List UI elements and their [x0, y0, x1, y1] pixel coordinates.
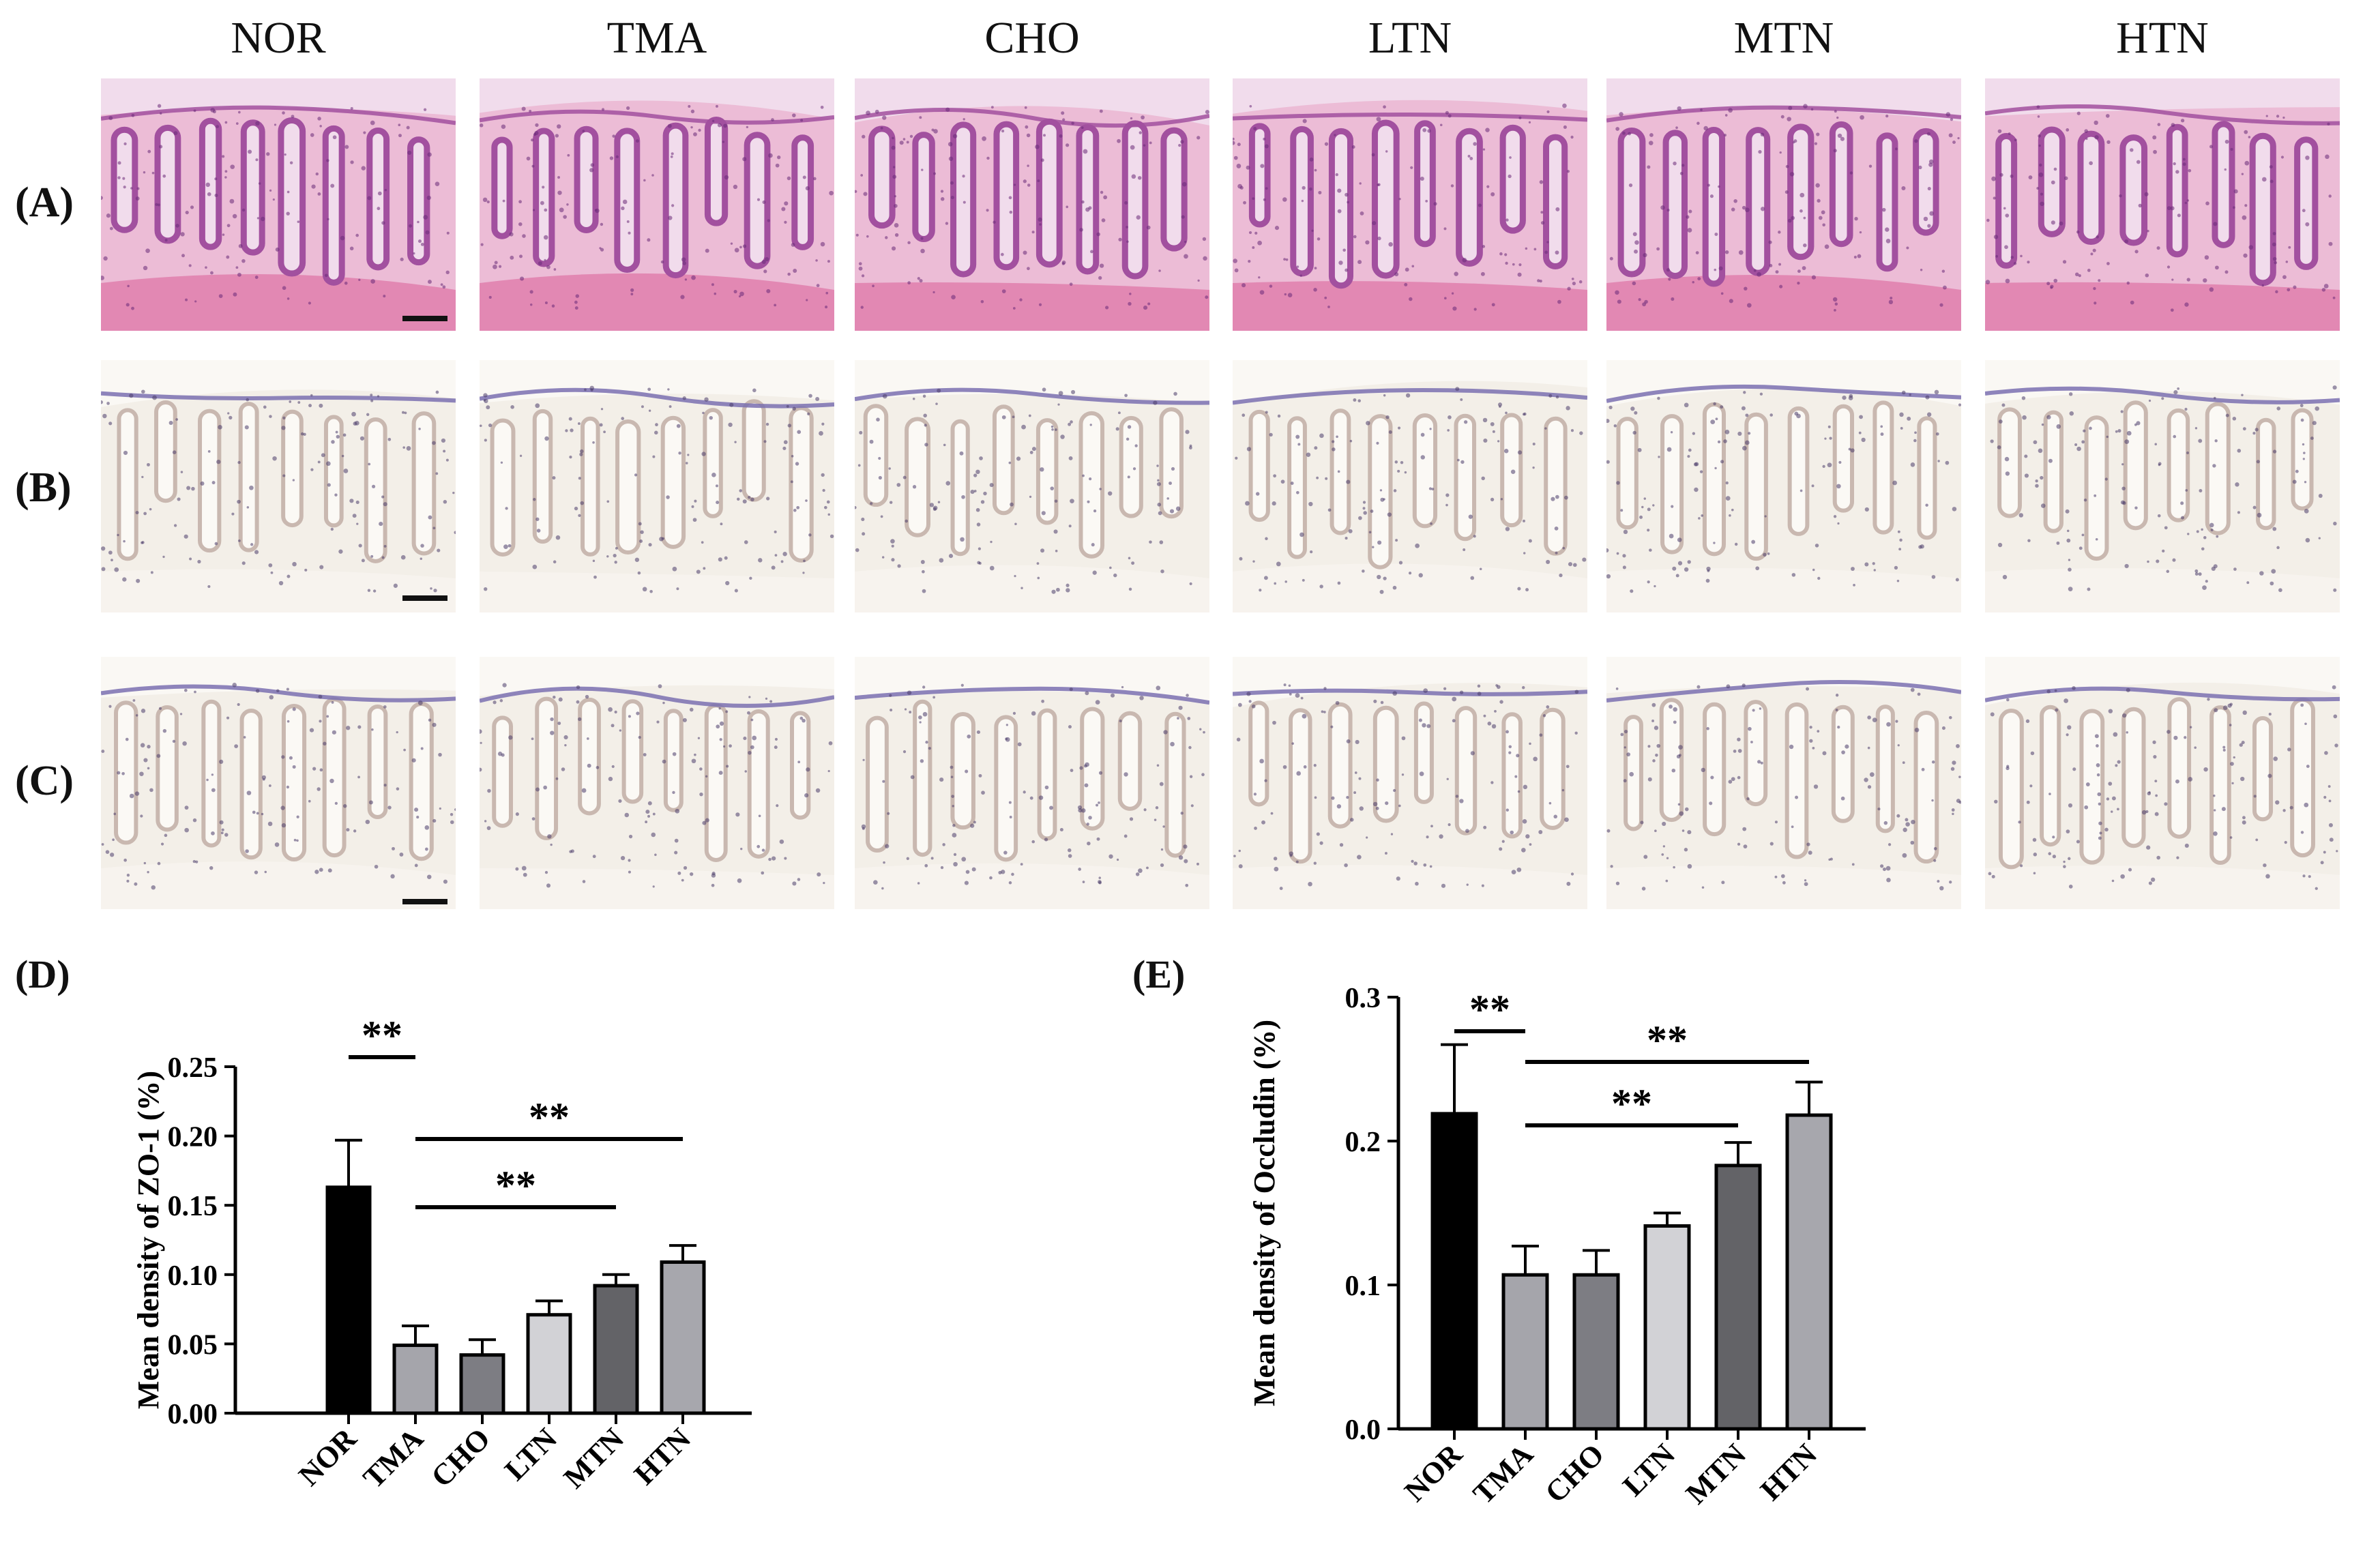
y-tick-label: 0.10	[168, 1260, 218, 1292]
y-tick-label: 0.2	[1345, 1127, 1381, 1158]
micrograph-ihc-ltn	[1233, 657, 1587, 909]
bar-tma	[392, 1343, 439, 1415]
micrograph-ihc-htn	[1985, 657, 2340, 909]
bar-nor	[1430, 1112, 1478, 1431]
micrograph-ihc-htn	[1985, 360, 2340, 612]
micrograph-ihc-ltn	[1233, 360, 1587, 612]
micrograph-ihc-cho	[855, 360, 1209, 612]
y-axis-label: Mean density of ZO-1 (%)	[132, 1071, 165, 1409]
y-tick-label: 0.25	[168, 1052, 218, 1084]
x-tick-label: LTN	[1616, 1437, 1681, 1503]
column-label-nor: NOR	[231, 13, 326, 63]
occludin-bar-chart: 0.0 0.1 0.2 0.3 Mean density of Occludin (%)…	[1248, 983, 1866, 1511]
y-tick-label: 0.0	[1345, 1415, 1381, 1446]
scale-bar-a	[402, 316, 447, 321]
x-tick-label: TMA	[357, 1421, 430, 1494]
micrograph-he-mtn	[1606, 78, 1961, 331]
bar-mtn	[1714, 1164, 1762, 1431]
column-label-tma: TMA	[606, 13, 707, 63]
x-tick-label: CHO	[425, 1421, 497, 1494]
y-tick-label: 0.05	[168, 1329, 218, 1361]
bar-htn	[660, 1260, 706, 1415]
bar-cho	[1572, 1273, 1620, 1431]
scale-bar-c	[402, 899, 447, 904]
significance-label: **	[1469, 987, 1510, 1032]
bar-ltn	[1643, 1224, 1691, 1431]
bar-htn	[1785, 1113, 1833, 1431]
bar-nor	[325, 1185, 372, 1415]
column-label-htn: HTN	[2116, 13, 2209, 63]
micrograph-he-nor	[101, 78, 456, 331]
significance-label: **	[1647, 1018, 1688, 1063]
x-tick-label: MTN	[557, 1421, 630, 1494]
y-tick-label: 0.00	[168, 1399, 218, 1430]
bar-mtn	[593, 1284, 639, 1415]
y-tick-label: 0.20	[168, 1122, 218, 1153]
x-tick-label: HTN	[1754, 1437, 1823, 1507]
column-label-ltn: LTN	[1368, 13, 1452, 63]
row-label-a: (A)	[15, 179, 74, 226]
micrograph-ihc-nor	[101, 360, 456, 612]
micrograph-he-cho	[855, 78, 1209, 331]
micrograph-he-htn	[1985, 78, 2340, 331]
scale-bar-b	[402, 595, 447, 601]
x-tick-label: NOR	[1398, 1437, 1469, 1509]
panel-letter-e: (E)	[1132, 952, 1186, 996]
x-tick-label: MTN	[1679, 1437, 1752, 1510]
significance-label: **	[529, 1095, 570, 1140]
micrograph-ihc-tma	[480, 360, 834, 612]
x-tick-label: CHO	[1539, 1437, 1611, 1509]
y-tick-label: 0.1	[1345, 1271, 1381, 1302]
significance-label: **	[495, 1163, 536, 1208]
micrograph-ihc-mtn	[1606, 657, 1961, 909]
significance-label: **	[362, 1013, 402, 1058]
micrograph-ihc-cho	[855, 657, 1209, 909]
bar-tma	[1501, 1273, 1549, 1431]
significance-label: **	[1611, 1081, 1652, 1126]
column-label-cho: CHO	[984, 13, 1080, 63]
y-tick-label: 0.3	[1345, 983, 1381, 1014]
x-tick-label: TMA	[1467, 1437, 1540, 1510]
micrograph-he-tma	[480, 78, 834, 331]
micrograph-ihc-mtn	[1606, 360, 1961, 612]
y-axis-label: Mean density of Occludin (%)	[1248, 1020, 1281, 1406]
panel-letter-d: (D)	[15, 952, 70, 996]
x-tick-label: HTN	[628, 1421, 697, 1491]
micrograph-ihc-tma	[480, 657, 834, 909]
row-label-c: (C)	[15, 758, 74, 804]
micrograph-ihc-nor	[101, 657, 456, 909]
y-tick-label: 0.15	[168, 1191, 218, 1222]
bar-ltn	[526, 1313, 572, 1415]
micrograph-he-ltn	[1233, 78, 1587, 331]
row-label-b: (B)	[15, 464, 72, 511]
x-tick-label: NOR	[292, 1421, 364, 1493]
x-tick-label: LTN	[498, 1421, 563, 1487]
column-label-mtn: MTN	[1733, 13, 1834, 63]
bar-cho	[459, 1353, 505, 1415]
